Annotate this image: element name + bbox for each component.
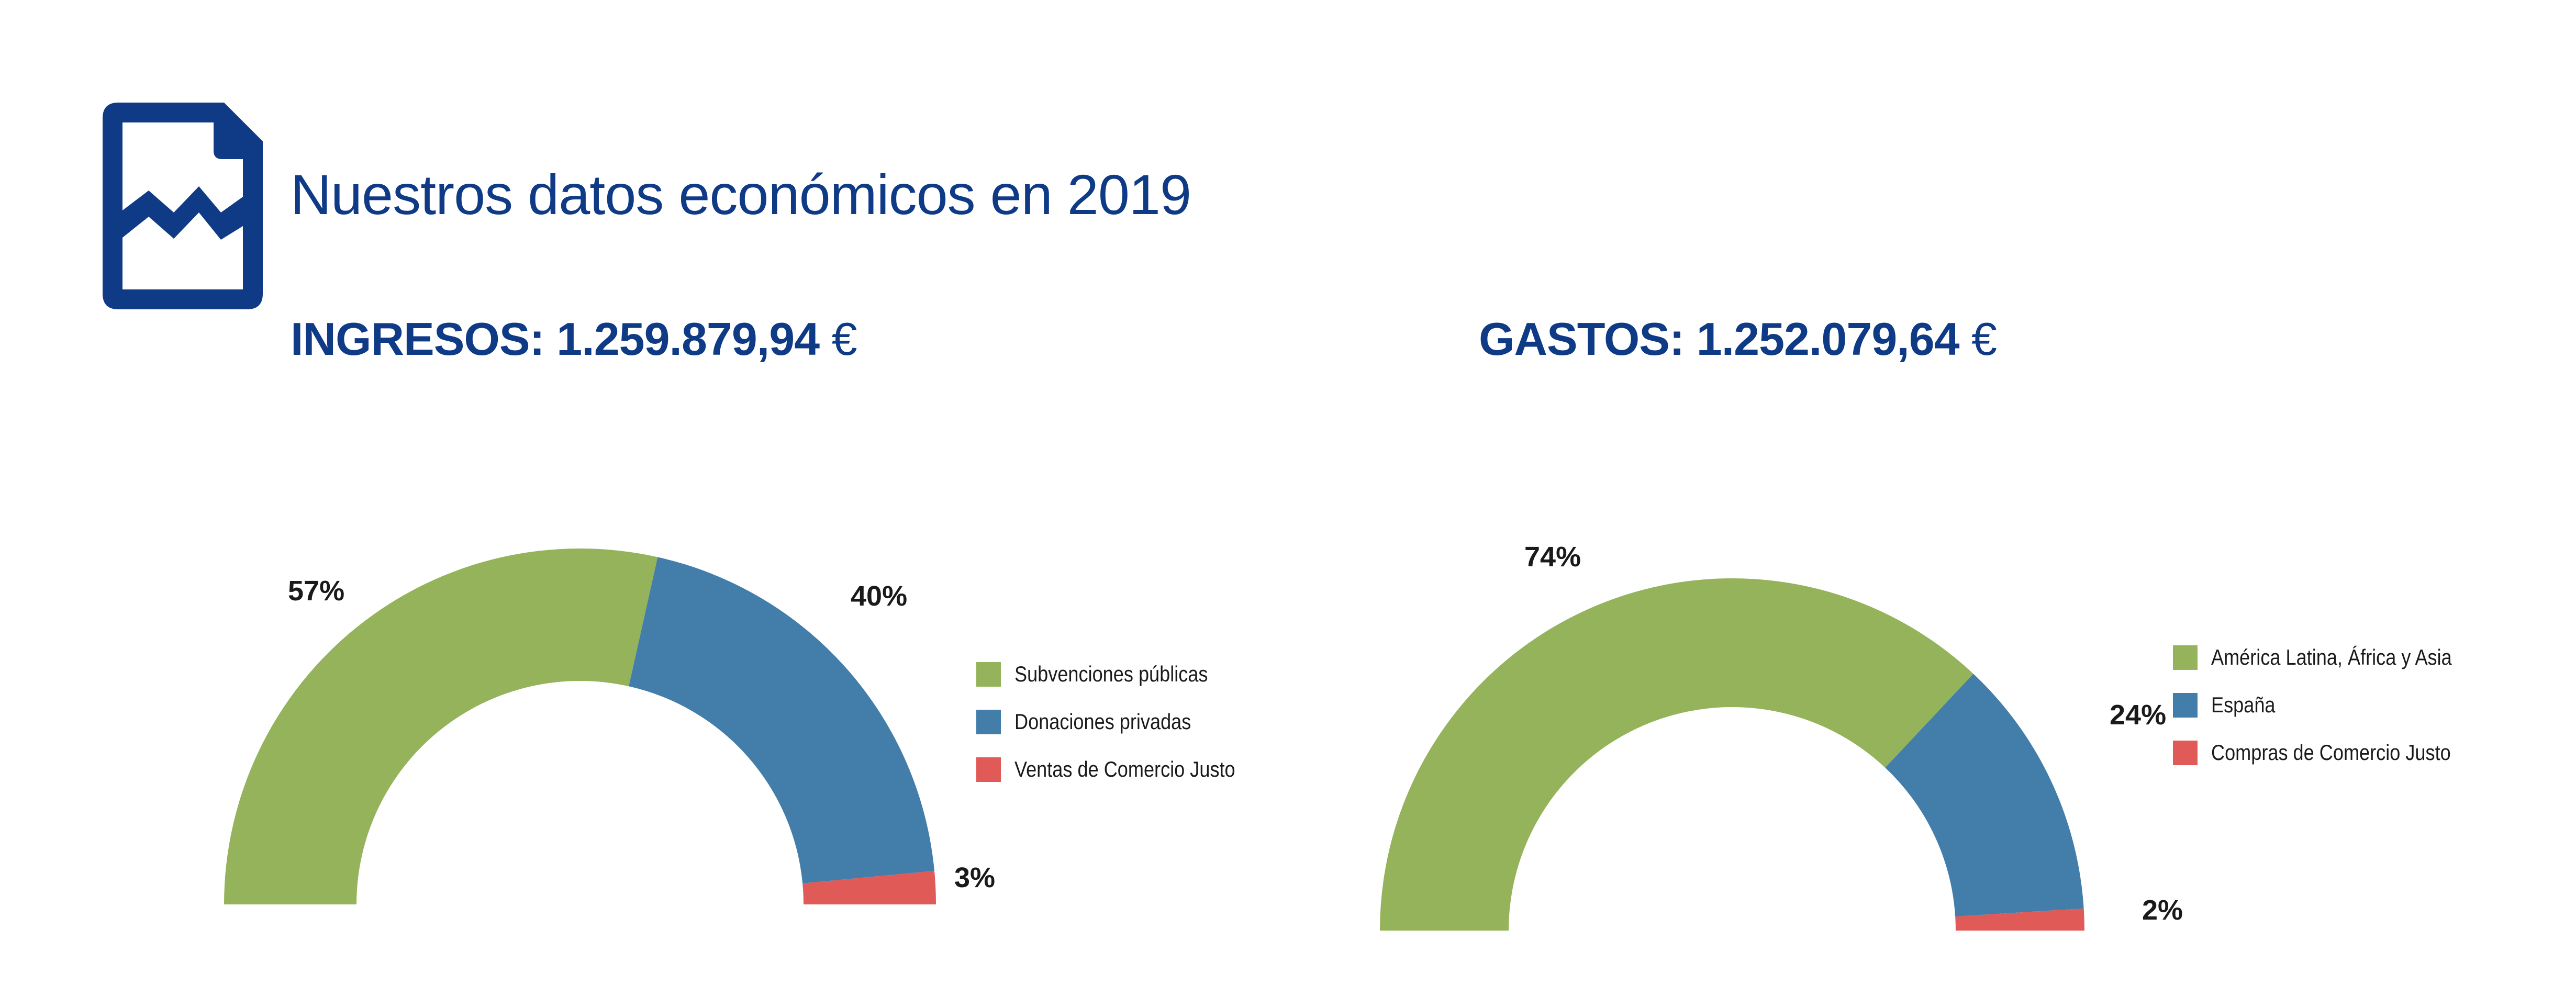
donut-slice-2 <box>629 557 934 883</box>
expense-total-currency: € <box>1971 313 1997 365</box>
legend-label: Donaciones privadas <box>1014 709 1191 734</box>
data-label-3: 2% <box>2142 894 2183 926</box>
income-total-amount: 1.259.879,94 <box>556 313 820 365</box>
data-label-1: 74% <box>1524 541 1581 573</box>
data-label-3: 3% <box>954 862 995 893</box>
data-label-2: 24% <box>2110 699 2166 731</box>
expense-total-amount: 1.252.079,64 <box>1696 313 1960 365</box>
legend-swatch <box>2173 645 2198 670</box>
legend-swatch <box>976 757 1001 782</box>
legend-swatch <box>976 662 1001 687</box>
legend-label: España <box>2211 692 2276 717</box>
legend-label: Ventas de Comercio Justo <box>1014 757 1235 781</box>
page-title: Nuestros datos económicos en 2019 <box>291 163 1191 226</box>
donut-slice-3 <box>1955 908 2084 931</box>
legend-swatch <box>976 710 1001 734</box>
legend-swatch <box>2173 693 2198 718</box>
donut-slice-1 <box>224 548 658 904</box>
data-label-2: 40% <box>851 580 907 612</box>
donut-slice-3 <box>802 871 936 904</box>
expense-total-heading: GASTOS: 1.252.079,64 € <box>1479 316 1997 362</box>
legend-swatch <box>2173 741 2198 765</box>
donut-slice-2 <box>1885 674 2084 917</box>
legend-label: Compras de Comercio Justo <box>2211 740 2451 765</box>
income-total-label: INGRESOS: <box>291 313 545 365</box>
legend-label: Subvenciones públicas <box>1014 662 1208 686</box>
expense-total-label: GASTOS: <box>1479 313 1685 365</box>
document-chart-icon <box>103 103 263 309</box>
data-label-1: 57% <box>288 575 344 607</box>
income-total-heading: INGRESOS: 1.259.879,94 € <box>291 316 857 362</box>
legend-label: América Latina, África y Asia <box>2211 645 2452 669</box>
income-total-currency: € <box>831 313 857 365</box>
donut-slice-1 <box>1380 578 1973 931</box>
